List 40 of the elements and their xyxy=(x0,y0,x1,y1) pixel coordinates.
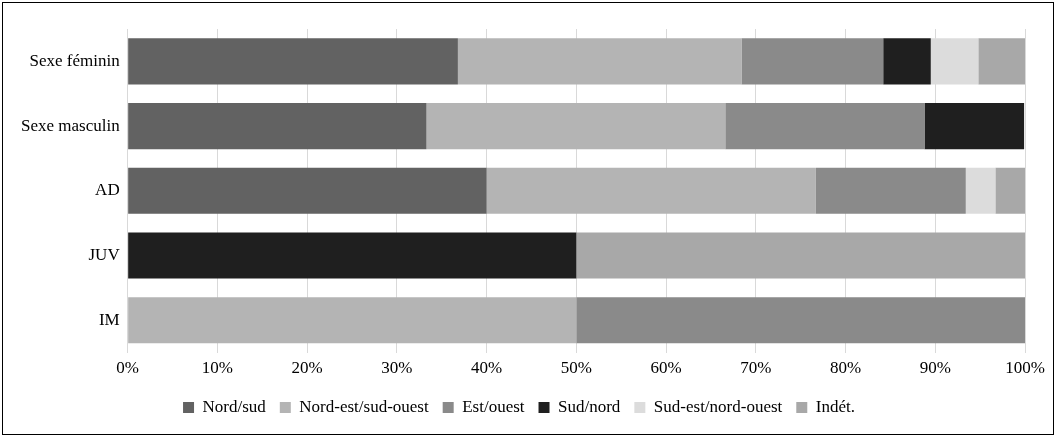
x-tick-label: 90% xyxy=(919,358,951,378)
x-tick-label: 100% xyxy=(1005,358,1045,378)
legend-label: Est/ouest xyxy=(462,396,525,416)
bar xyxy=(883,38,931,85)
bar xyxy=(924,103,1025,150)
bar xyxy=(486,167,816,214)
bar xyxy=(725,103,925,150)
x-tick-label: 20% xyxy=(291,358,323,378)
bar xyxy=(128,103,427,150)
y-tick-label: AD xyxy=(95,180,120,200)
x-tick-label: 40% xyxy=(471,358,503,378)
x-tick-label: 80% xyxy=(829,358,862,378)
x-tick-label: 50% xyxy=(560,358,592,378)
bar xyxy=(965,167,996,214)
x-tick-label: 0% xyxy=(116,358,140,378)
x-tick-label: 10% xyxy=(201,358,233,378)
bar xyxy=(128,232,577,279)
bar xyxy=(128,38,458,85)
bar xyxy=(128,167,487,214)
legend-label: Nord/sud xyxy=(202,396,267,416)
y-tick-label: Sexe féminin xyxy=(29,50,121,70)
legend-label: Sud-est/nord-ouest xyxy=(653,396,783,416)
bar xyxy=(128,297,577,344)
bar xyxy=(995,167,1025,214)
legend-label: Indét. xyxy=(815,396,855,416)
bar xyxy=(576,232,1025,279)
bar xyxy=(576,297,1025,344)
bar xyxy=(426,103,726,150)
bar xyxy=(978,38,1025,85)
x-tick-label: 60% xyxy=(650,358,682,378)
x-tick-label: 30% xyxy=(381,358,413,378)
bar xyxy=(815,167,966,214)
x-tick-label: 70% xyxy=(740,358,772,378)
legend-label: Sud/nord xyxy=(558,396,621,416)
bar xyxy=(457,38,742,85)
bar xyxy=(741,38,884,85)
y-tick-label: Sexe masculin xyxy=(21,115,121,135)
y-tick-label: JUV xyxy=(88,244,121,264)
y-tick-label: IM xyxy=(98,309,120,329)
legend-label: Nord-est/sud-ouest xyxy=(299,396,429,416)
